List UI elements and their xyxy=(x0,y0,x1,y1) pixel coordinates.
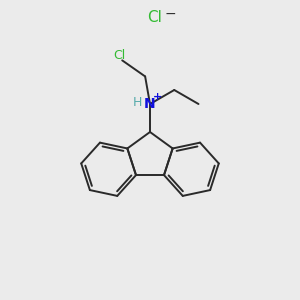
Text: Cl: Cl xyxy=(148,11,162,26)
Text: H: H xyxy=(132,97,142,110)
Text: Cl: Cl xyxy=(113,49,125,62)
Text: −: − xyxy=(164,7,176,21)
Text: N: N xyxy=(144,97,156,111)
Text: +: + xyxy=(153,92,163,102)
